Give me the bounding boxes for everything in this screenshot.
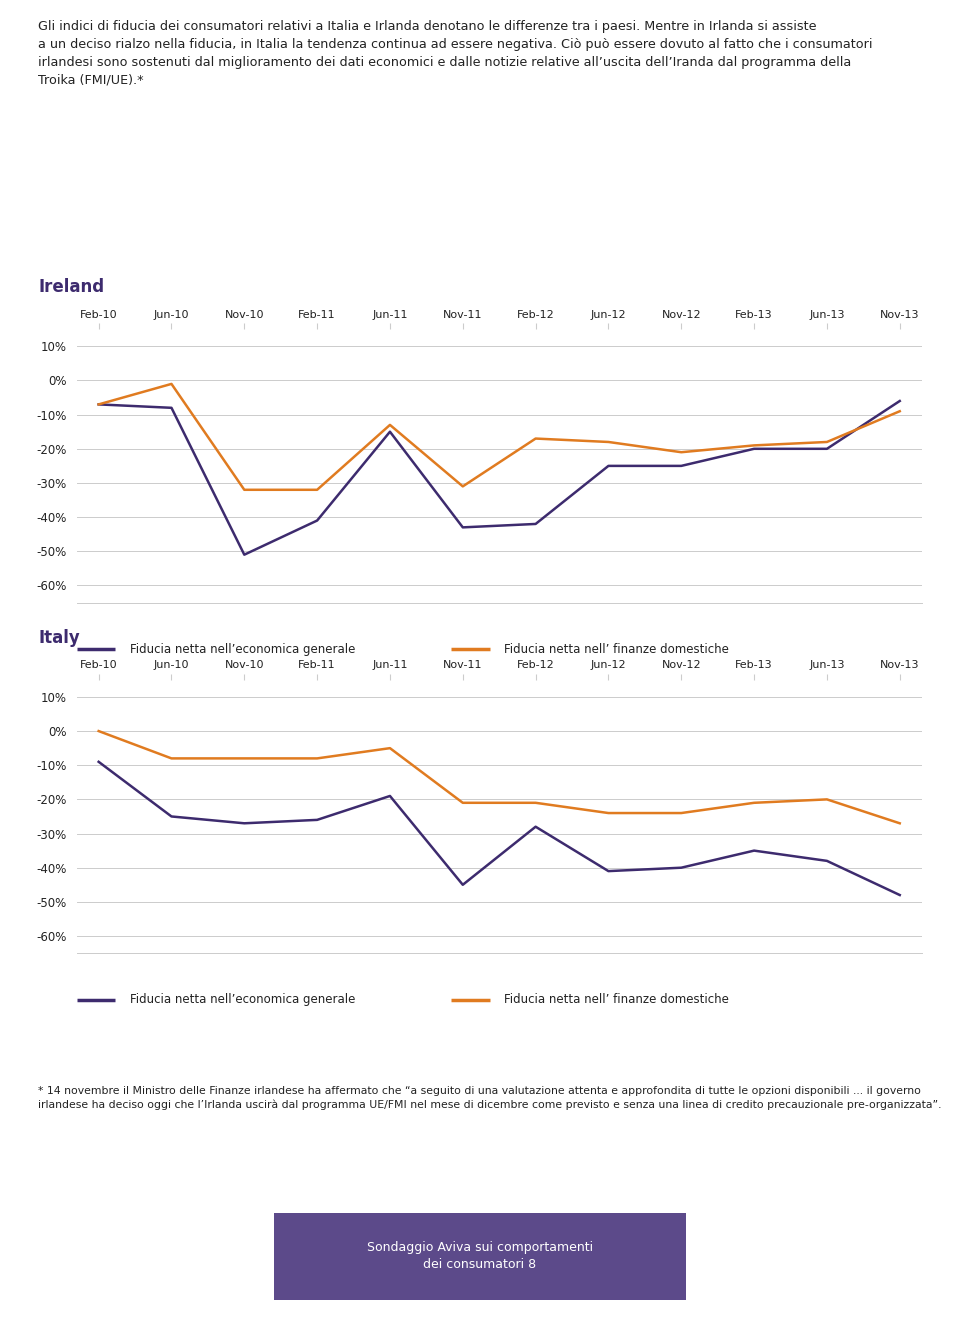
Text: Fiducia netta nell’ finanze domestiche: Fiducia netta nell’ finanze domestiche: [504, 993, 729, 1006]
Text: * 14 novembre il Ministro delle Finanze irlandese ha affermato che “a seguito di: * 14 novembre il Ministro delle Finanze …: [38, 1086, 942, 1110]
Text: Fiducia netta nell’economica generale: Fiducia netta nell’economica generale: [130, 643, 355, 656]
Text: Ireland: Ireland: [38, 277, 105, 296]
Text: Gli indici di fiducia dei consumatori relativi a Italia e Irlanda denotano le di: Gli indici di fiducia dei consumatori re…: [38, 20, 873, 87]
Text: Fiducia netta nell’economica generale: Fiducia netta nell’economica generale: [130, 993, 355, 1006]
Text: Fiducia netta nell’ finanze domestiche: Fiducia netta nell’ finanze domestiche: [504, 643, 729, 656]
Text: Italy: Italy: [38, 628, 80, 647]
Text: Sondaggio Aviva sui comportamenti
dei consumatori 8: Sondaggio Aviva sui comportamenti dei co…: [367, 1241, 593, 1272]
